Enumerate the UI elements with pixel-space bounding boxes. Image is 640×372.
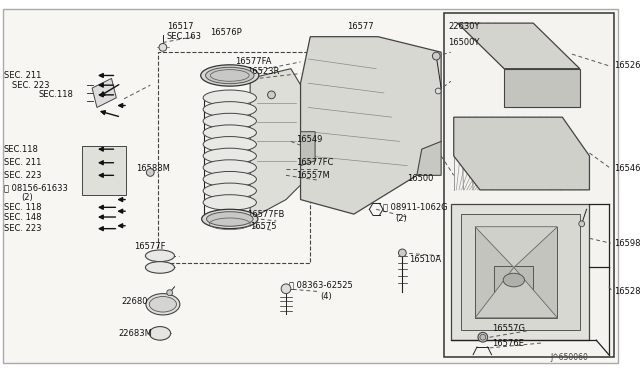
Text: 22630Y: 22630Y <box>448 22 479 32</box>
Text: SEC. 223: SEC. 223 <box>4 224 42 233</box>
Polygon shape <box>451 205 589 340</box>
Circle shape <box>480 334 486 340</box>
Text: Ⓑ 08156-61633: Ⓑ 08156-61633 <box>4 183 68 192</box>
Ellipse shape <box>203 195 257 210</box>
Circle shape <box>268 91 275 99</box>
Text: 16598: 16598 <box>614 239 640 248</box>
Ellipse shape <box>503 273 525 287</box>
Polygon shape <box>301 132 315 166</box>
Ellipse shape <box>203 148 257 164</box>
Bar <box>495 266 533 295</box>
Polygon shape <box>301 37 441 214</box>
Text: SEC. 148: SEC. 148 <box>4 212 42 221</box>
Text: (2): (2) <box>21 193 33 202</box>
Text: J^650060: J^650060 <box>550 353 589 362</box>
Circle shape <box>478 333 488 342</box>
Text: 16577FC: 16577FC <box>296 158 333 167</box>
Text: 16577: 16577 <box>347 22 374 32</box>
Polygon shape <box>92 78 116 108</box>
Text: 16577FB: 16577FB <box>247 209 285 219</box>
Polygon shape <box>458 23 580 69</box>
Text: (4): (4) <box>320 292 332 301</box>
Ellipse shape <box>203 137 257 152</box>
Text: 22680: 22680 <box>121 297 148 306</box>
Circle shape <box>435 88 441 94</box>
Ellipse shape <box>149 296 177 312</box>
Text: 16575: 16575 <box>250 222 276 231</box>
Ellipse shape <box>203 113 257 129</box>
Text: SEC.163: SEC.163 <box>167 32 202 41</box>
Text: 16500Y: 16500Y <box>448 38 479 47</box>
Polygon shape <box>475 227 557 267</box>
Circle shape <box>147 169 154 176</box>
Ellipse shape <box>145 250 175 262</box>
Text: SEC.118: SEC.118 <box>39 90 74 99</box>
Text: 16526: 16526 <box>614 61 640 70</box>
Polygon shape <box>417 141 441 175</box>
Text: 16557G: 16557G <box>493 324 525 333</box>
Ellipse shape <box>205 67 254 84</box>
Ellipse shape <box>203 160 257 175</box>
Circle shape <box>167 290 173 296</box>
Ellipse shape <box>203 171 257 187</box>
Polygon shape <box>475 227 557 318</box>
Text: 16588M: 16588M <box>136 164 170 173</box>
Ellipse shape <box>146 294 180 315</box>
Text: (2): (2) <box>396 215 407 224</box>
Ellipse shape <box>203 102 257 117</box>
Circle shape <box>159 44 167 51</box>
Text: SEC. 223: SEC. 223 <box>12 81 49 90</box>
Ellipse shape <box>203 90 257 106</box>
Text: 16577FA: 16577FA <box>236 57 272 67</box>
Polygon shape <box>454 117 589 190</box>
Text: 16557M: 16557M <box>296 171 330 180</box>
Text: 22683M: 22683M <box>118 329 152 338</box>
Polygon shape <box>504 69 580 108</box>
Text: Ⓝ 08911-1062G: Ⓝ 08911-1062G <box>383 203 447 212</box>
Text: 16517: 16517 <box>167 22 193 32</box>
Text: 16577F: 16577F <box>134 241 165 251</box>
Circle shape <box>281 284 291 294</box>
Ellipse shape <box>203 183 257 199</box>
Circle shape <box>433 52 440 60</box>
Text: 16549: 16549 <box>296 135 322 144</box>
Text: SEC. 223: SEC. 223 <box>4 171 42 180</box>
Text: 16510A: 16510A <box>409 255 441 264</box>
Bar <box>444 13 614 357</box>
Text: 16523R: 16523R <box>247 67 280 76</box>
Ellipse shape <box>201 65 259 86</box>
Text: 16500: 16500 <box>407 174 433 183</box>
Text: 16546: 16546 <box>614 164 640 173</box>
Bar <box>158 52 310 263</box>
Text: SEC. 211: SEC. 211 <box>4 158 41 167</box>
Text: SEC.118: SEC.118 <box>4 145 39 154</box>
Text: SEC. 118: SEC. 118 <box>4 203 42 212</box>
Ellipse shape <box>145 262 175 273</box>
Ellipse shape <box>149 327 171 340</box>
Text: Ⓢ 08363-62525: Ⓢ 08363-62525 <box>289 280 353 289</box>
Circle shape <box>579 221 584 227</box>
Polygon shape <box>475 267 557 318</box>
Text: SEC. 211: SEC. 211 <box>4 71 41 80</box>
Text: 16576E: 16576E <box>493 339 524 347</box>
Polygon shape <box>250 69 305 219</box>
Polygon shape <box>83 146 126 195</box>
Ellipse shape <box>207 212 253 226</box>
Polygon shape <box>461 214 580 330</box>
Text: 16576P: 16576P <box>211 28 242 37</box>
Text: 16528: 16528 <box>614 287 640 296</box>
Ellipse shape <box>202 209 258 229</box>
Ellipse shape <box>203 125 257 141</box>
Circle shape <box>399 249 406 257</box>
